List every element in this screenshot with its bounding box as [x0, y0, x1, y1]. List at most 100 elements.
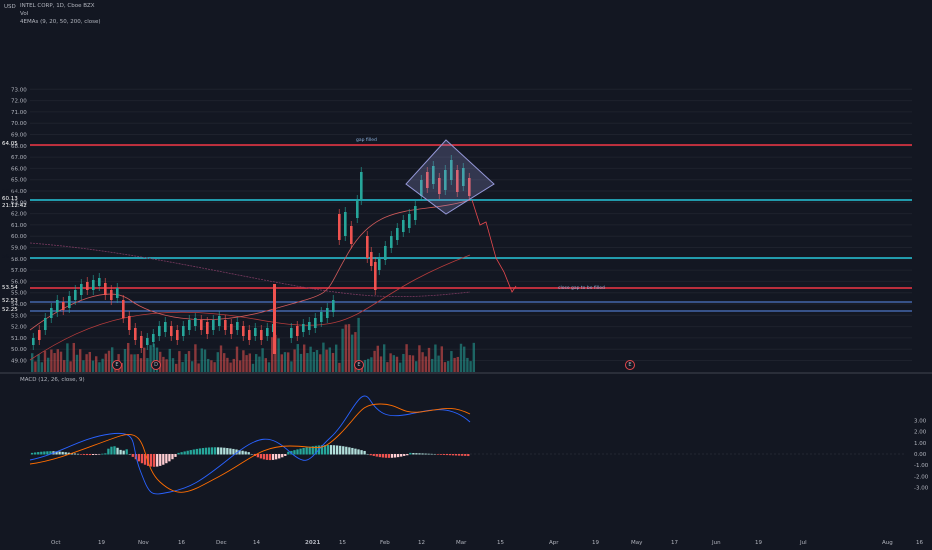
macd-histogram-bar	[82, 454, 86, 455]
macd-histogram-bar	[302, 447, 305, 455]
macd-histogram-bar	[287, 451, 290, 455]
macd-histogram-bar	[332, 445, 336, 455]
macd-histogram-bar	[116, 447, 119, 455]
candle-body	[170, 326, 173, 336]
macd-histogram-bar	[64, 452, 67, 455]
currency-label[interactable]: USD	[4, 4, 16, 10]
macd-histogram-bar	[140, 454, 144, 464]
volume-bar	[418, 345, 421, 372]
earnings-event-marker[interactable]: E	[354, 360, 364, 370]
price-chart-pane[interactable]: 73.00 72.00 71.00 70.00 69.00 68.00 67.00 66.00…	[0, 0, 932, 372]
macd-histogram-bar	[314, 445, 317, 455]
earnings-event-marker[interactable]: E	[625, 360, 635, 370]
macd-histogram-bar	[275, 454, 278, 460]
candle-body	[320, 312, 323, 322]
candle-body	[224, 320, 227, 330]
volume-bar	[175, 363, 178, 372]
volume-bar	[56, 349, 59, 372]
volume-bar	[456, 356, 459, 372]
volume-bar	[165, 359, 168, 372]
volume-bar	[66, 343, 69, 372]
volume-bar	[335, 344, 338, 372]
gap-fill-note[interactable]: close gap to be filled	[558, 286, 605, 291]
macd-histogram-bar	[101, 453, 104, 455]
volume-bar	[421, 352, 424, 372]
macd-histogram-bar	[146, 454, 150, 466]
price-axis-tick: 66.00	[11, 166, 27, 172]
volume-bar	[373, 350, 376, 372]
volume-bar	[271, 337, 274, 372]
volume-bar	[152, 343, 155, 372]
pane-separator[interactable]	[0, 372, 932, 374]
volume-bar	[210, 360, 213, 372]
ema-legend[interactable]: 4EMAs (9, 20, 50, 200, close)	[20, 19, 101, 25]
volume-bar	[341, 328, 344, 372]
price-axis-tick: 64.00	[11, 189, 27, 195]
macd-histogram-bar	[79, 454, 83, 455]
macd-histogram-bar	[418, 453, 421, 455]
candle-body	[438, 178, 441, 194]
macd-histogram-bar	[375, 454, 378, 457]
volume-bar	[239, 360, 242, 372]
candle-body	[308, 322, 311, 330]
macd-histogram-bar	[177, 452, 180, 455]
macd-histogram-bar	[113, 446, 116, 455]
time-axis-label: Dec	[216, 540, 227, 546]
price-axis-tick: 63.00	[11, 200, 27, 206]
candle-body	[326, 308, 329, 318]
gap-filled-note[interactable]: gap filled	[356, 138, 377, 143]
volume-bar	[472, 342, 475, 372]
macd-chart[interactable]: 3.00 2.00 1.00 0.00 -1.00 -2.00 -3.00	[0, 374, 932, 537]
macd-histogram-bar	[442, 454, 446, 455]
volume-bar	[223, 353, 226, 372]
price-axis-tick: 71.00	[11, 110, 27, 116]
macd-histogram-bar	[110, 446, 113, 455]
macd-histogram-bar	[217, 447, 220, 455]
signal-line	[29, 403, 471, 493]
volume-bar	[357, 317, 360, 372]
candle-body	[370, 252, 373, 266]
dividend-event-marker[interactable]: D	[151, 360, 161, 370]
volume-legend[interactable]: Vol	[20, 11, 29, 17]
volume-bar	[280, 354, 283, 372]
candle-body	[140, 336, 143, 348]
volume-bar	[104, 353, 107, 372]
macd-histogram-bar	[247, 452, 250, 455]
volume-bar	[267, 362, 271, 372]
macd-histogram-bar	[351, 447, 354, 455]
volume-bar	[463, 346, 466, 372]
macd-axis-tick: -3.00	[914, 486, 929, 492]
volume-bar	[72, 342, 75, 372]
volume-bar	[453, 357, 456, 372]
macd-legend[interactable]: MACD (12, 26, close, 9)	[20, 377, 85, 383]
macd-histogram-bar	[454, 454, 458, 456]
candle-body	[236, 322, 239, 330]
price-axis-tick: 58.00	[11, 257, 27, 263]
price-chart[interactable]: 73.00 72.00 71.00 70.00 69.00 68.00 67.00 66.00…	[0, 0, 932, 372]
macd-histogram-bar	[238, 450, 241, 455]
level-badge-64-05: 64.05	[2, 141, 18, 147]
volume-bar	[437, 355, 440, 372]
macd-histogram-bar	[37, 452, 40, 455]
candle-body	[390, 236, 393, 248]
volume-bar	[440, 346, 443, 372]
volume-bar	[306, 353, 309, 372]
volume-bar	[351, 334, 354, 372]
candle-body	[110, 290, 113, 300]
macd-histogram-bar	[308, 446, 311, 455]
candle-body	[266, 328, 269, 336]
volume-bar	[287, 352, 290, 372]
symbol-legend[interactable]: INTEL CORP, 1D, Cboe BZX	[20, 3, 95, 9]
macd-histogram-bar	[223, 447, 226, 455]
candle-body	[50, 308, 53, 318]
macd-histogram-bar	[189, 450, 192, 455]
volume-bar	[136, 354, 139, 372]
earnings-event-marker[interactable]: E	[112, 360, 122, 370]
macd-histogram-bar	[336, 445, 339, 455]
macd-histogram-bar	[180, 452, 183, 455]
macd-pane[interactable]: 3.00 2.00 1.00 0.00 -1.00 -2.00 -3.00 MACD (12…	[0, 374, 932, 537]
volume-bar	[434, 344, 437, 372]
macd-histogram-bar	[345, 446, 348, 455]
macd-histogram-bar	[339, 445, 342, 455]
candle-body	[468, 178, 471, 196]
